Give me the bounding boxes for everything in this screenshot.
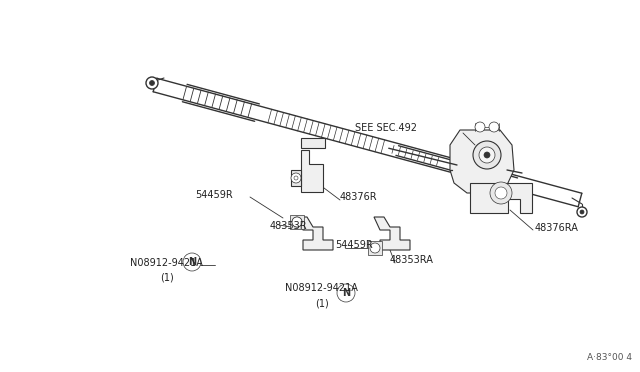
Circle shape [337,284,355,302]
Text: (1): (1) [160,273,173,283]
Polygon shape [374,217,410,250]
Text: N08912-9421A: N08912-9421A [285,283,358,293]
Text: A·83°00 4: A·83°00 4 [587,353,632,362]
Polygon shape [301,138,325,148]
Circle shape [489,122,499,132]
Circle shape [580,210,584,214]
Text: (1): (1) [315,298,329,308]
Text: N: N [342,288,350,298]
Circle shape [146,77,158,89]
Text: SEE SEC.492: SEE SEC.492 [355,123,417,133]
Polygon shape [470,183,532,213]
Polygon shape [291,170,301,186]
Polygon shape [368,241,382,255]
Polygon shape [301,150,323,192]
Text: 48376R: 48376R [340,192,378,202]
Polygon shape [290,215,304,229]
Circle shape [292,217,302,227]
Text: 48353RA: 48353RA [390,255,434,265]
Text: 54459R: 54459R [195,190,233,200]
Circle shape [291,173,301,183]
Text: N: N [188,257,196,267]
Circle shape [577,207,587,217]
Circle shape [370,243,380,253]
Circle shape [479,147,495,163]
Circle shape [490,182,512,204]
Circle shape [292,217,302,227]
Circle shape [295,220,299,224]
Polygon shape [297,217,333,250]
Circle shape [183,253,201,271]
Text: 48353R: 48353R [270,221,308,231]
Circle shape [294,176,298,180]
Circle shape [495,187,507,199]
Circle shape [150,80,154,86]
Text: N08912-9421A: N08912-9421A [130,258,203,268]
Circle shape [473,141,501,169]
Text: 54459R: 54459R [335,240,372,250]
Circle shape [475,122,485,132]
Text: 48376RA: 48376RA [535,223,579,233]
Polygon shape [450,130,514,193]
Circle shape [484,152,490,158]
